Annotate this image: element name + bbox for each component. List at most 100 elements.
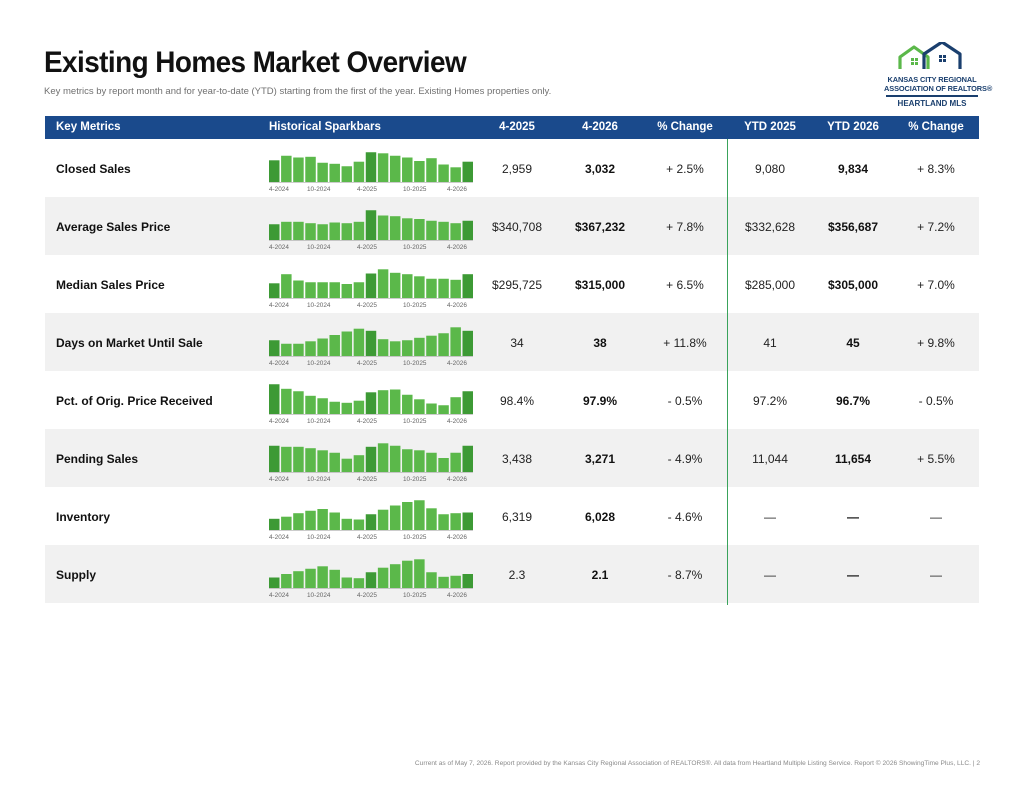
sparkbar	[329, 282, 340, 298]
sparkbar-chart: 4-2024 10-2024 4-2025 10-2025 4-2026	[269, 559, 473, 599]
sparkbar	[438, 333, 449, 356]
sparkbar	[450, 452, 461, 472]
sparkbar	[438, 221, 449, 240]
prev-month-value: 34	[510, 336, 524, 350]
curr-month-value: 2.1	[591, 568, 609, 582]
ytd-prev-value: 97.2%	[752, 394, 788, 408]
sparkbar	[414, 500, 425, 530]
sparkbar	[293, 221, 304, 240]
change-value: - 4.6%	[667, 510, 703, 524]
sparkbar	[402, 340, 413, 356]
sparkbar	[462, 274, 473, 298]
sparkbar	[293, 157, 304, 182]
change-value: + 11.8%	[663, 336, 707, 350]
sparkbar-tick-label: 4-2024	[269, 418, 289, 425]
sparkbar-tick-label: 4-2026	[447, 476, 467, 483]
ytd-change-value: + 8.3%	[917, 162, 955, 176]
sparkbar	[305, 156, 316, 182]
col-curr-month: 4-2026	[582, 121, 618, 133]
metric-label: Inventory	[56, 510, 111, 524]
sparkbar	[389, 389, 401, 414]
ytd-curr-value: 96.7%	[835, 394, 871, 408]
table-row: Closed Sales 4-2024 10-2024 4-2025 10-2025 4-…	[45, 139, 979, 197]
metric-label: Median Sales Price	[56, 278, 165, 292]
sparkbar	[341, 223, 353, 240]
prev-month-value: 6,319	[501, 510, 533, 524]
sparkbar	[365, 392, 377, 414]
sparkbar	[389, 505, 401, 530]
page-subtitle: Key metrics by report month and for year…	[44, 86, 552, 97]
sparkbar	[329, 163, 340, 182]
sparkbar	[365, 514, 377, 530]
sparkbar	[365, 152, 377, 182]
sparkbar	[269, 518, 280, 530]
sparkbar	[450, 575, 461, 588]
ytd-change-value: + 9.8%	[917, 336, 955, 350]
association-logo: KANSAS CITY REGIONAL ASSOCIATION OF REAL…	[884, 42, 992, 112]
prev-month-value: 2,959	[501, 162, 533, 176]
sparkbar	[293, 446, 304, 472]
ytd-change-value: —	[930, 510, 942, 524]
sparkbar	[293, 571, 304, 588]
table-header: Key Metrics Historical Sparkbars 4-2025 …	[45, 116, 979, 139]
sparkbar	[305, 223, 316, 240]
sparkbar-tick-label: 10-2025	[403, 302, 427, 309]
sparkbar	[353, 282, 365, 298]
sparkbar	[269, 224, 280, 240]
sparkbar	[353, 578, 365, 588]
sparkbar	[414, 276, 425, 298]
sparkbar-tick-label: 4-2025	[357, 418, 377, 425]
sparkbar	[365, 210, 377, 240]
curr-month-value: $315,000	[574, 278, 626, 292]
sparkbar	[414, 337, 425, 356]
sparkbar	[317, 224, 328, 240]
sparkbar	[438, 278, 449, 298]
sparkbar	[414, 399, 425, 414]
metric-label: Pending Sales	[56, 452, 139, 466]
sparkbar	[462, 391, 473, 414]
sparkbar	[305, 510, 316, 530]
sparkbar-tick-label: 4-2026	[447, 244, 467, 251]
sparkbar	[389, 216, 401, 240]
sparkbar	[353, 221, 365, 240]
col-sparkbars: Historical Sparkbars	[269, 121, 381, 133]
sparkbar	[402, 394, 413, 414]
col-ytd-change: % Change	[908, 121, 964, 133]
sparkbar-tick-label: 10-2024	[307, 592, 331, 599]
sparkbar-tick-label: 10-2025	[403, 244, 427, 251]
sparkbar	[462, 445, 473, 472]
ytd-curr-value: 11,654	[834, 452, 872, 466]
logo-text-line1: KANSAS CITY REGIONAL	[887, 75, 977, 84]
sparkbar	[389, 155, 401, 182]
curr-month-value: 38	[593, 336, 607, 350]
sparkbar	[353, 161, 365, 182]
sparkbar	[317, 338, 328, 356]
sparkbar	[341, 577, 353, 588]
ytd-prev-value: —	[764, 568, 776, 582]
sparkbar	[402, 449, 413, 472]
sparkbar	[414, 559, 425, 588]
metric-label: Pct. of Orig. Price Received	[56, 394, 213, 408]
sparkbar	[426, 220, 437, 240]
sparkbar	[365, 273, 377, 298]
page-title: Existing Homes Market Overview	[44, 46, 467, 79]
sparkbar	[426, 278, 437, 298]
sparkbar	[450, 397, 461, 414]
sparkbar-chart: 4-2024 10-2024 4-2025 10-2025 4-2026	[269, 500, 473, 541]
sparkbar	[365, 330, 377, 356]
sparkbar	[389, 445, 401, 472]
col-ytd-prev: YTD 2025	[744, 121, 796, 133]
change-value: - 8.7%	[667, 568, 703, 582]
ytd-prev-value: —	[764, 510, 776, 524]
sparkbar	[389, 272, 401, 298]
change-value: + 6.5%	[666, 278, 704, 292]
sparkbar-tick-label: 10-2024	[307, 476, 331, 483]
sparkbar	[281, 155, 292, 182]
sparkbar	[317, 162, 328, 182]
sparkbar	[377, 269, 389, 298]
sparkbar-tick-label: 4-2026	[447, 592, 467, 599]
sparkbar-chart: 4-2024 10-2024 4-2025 10-2025 4-2026	[269, 152, 473, 193]
sparkbar	[377, 215, 389, 240]
sparkbar-tick-label: 10-2024	[307, 418, 331, 425]
sparkbar	[329, 222, 340, 240]
